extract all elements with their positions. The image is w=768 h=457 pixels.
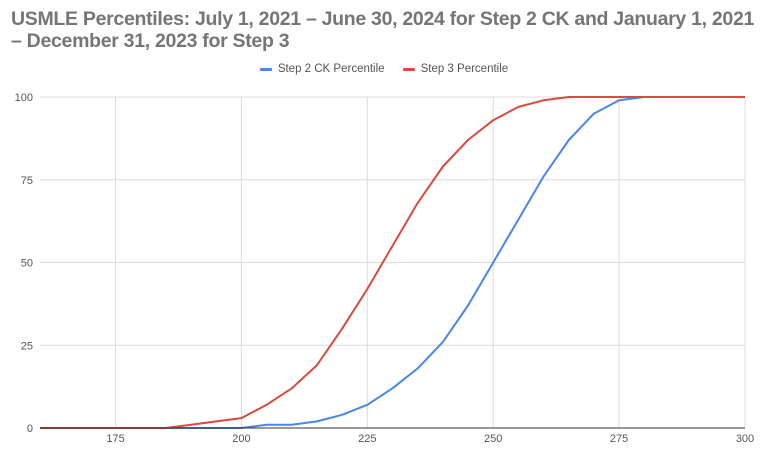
chart-title: USMLE Percentiles: July 1, 2021 – June 3… (11, 8, 755, 52)
legend-item-step3[interactable]: Step 3 Percentile (402, 63, 509, 75)
y-tick-label: 75 (21, 175, 33, 187)
legend-swatch-blue-icon (259, 67, 272, 71)
chart-legend: Step 2 CK Percentile Step 3 Percentile (0, 63, 768, 75)
x-tick-label: 275 (610, 433, 628, 445)
y-tick-label: 25 (21, 340, 33, 352)
legend-label: Step 2 CK Percentile (277, 63, 385, 75)
x-tick-label: 225 (358, 433, 376, 445)
x-tick-label: 300 (736, 433, 754, 445)
y-tick-label: 100 (15, 92, 33, 104)
x-tick-label: 250 (484, 433, 502, 445)
legend-item-step2ck[interactable]: Step 2 CK Percentile (259, 63, 385, 75)
legend-swatch-red-icon (402, 67, 415, 71)
legend-label: Step 3 Percentile (420, 63, 509, 75)
y-tick-label: 50 (21, 258, 33, 270)
x-tick-label: 200 (232, 433, 250, 445)
y-tick-label: 0 (27, 423, 33, 435)
x-tick-label: 175 (106, 433, 124, 445)
